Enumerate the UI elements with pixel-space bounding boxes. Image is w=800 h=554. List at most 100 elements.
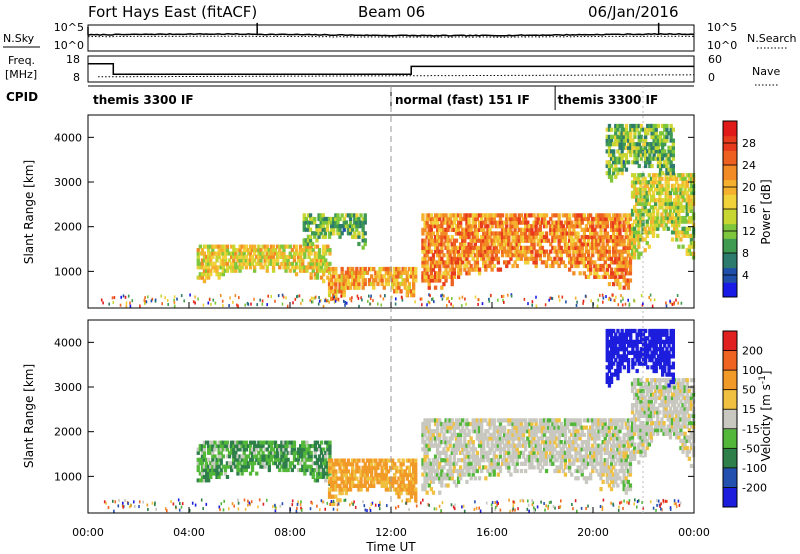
- range-gate-cell: [519, 245, 524, 250]
- range-gate-cell: [549, 256, 553, 261]
- range-gate-cell: [669, 160, 673, 165]
- range-gate-cell: [635, 208, 639, 213]
- range-gate-cell: [492, 220, 496, 225]
- range-gate-cell: [397, 266, 401, 272]
- range-gate-cell: [334, 289, 338, 294]
- range-gate-cell: [519, 425, 524, 430]
- range-gate-cell: [601, 465, 605, 470]
- range-gate-cell: [440, 238, 444, 243]
- range-gate-cell: [576, 224, 580, 229]
- near-range-speck: [154, 298, 157, 302]
- range-gate-cell: [342, 285, 346, 290]
- range-gate-cell: [593, 465, 597, 470]
- near-range-speck: [167, 303, 169, 306]
- range-gate-cell: [340, 281, 344, 287]
- range-gate-cell: [628, 242, 633, 247]
- range-gate-cell: [427, 249, 431, 254]
- range-gate-cell: [431, 418, 436, 423]
- range-gate-cell: [643, 176, 647, 181]
- range-gate-cell: [431, 476, 436, 481]
- range-gate-cell: [473, 476, 477, 481]
- range-gate-cell: [650, 134, 654, 139]
- range-gate-cell: [538, 231, 542, 236]
- range-gate-cell: [286, 244, 290, 249]
- range-gate-cell: [217, 475, 221, 479]
- range-gate-cell: [393, 281, 397, 287]
- range-gate-cell: [202, 450, 207, 455]
- near-range-speck: [461, 304, 463, 308]
- range-gate-cell: [612, 479, 616, 484]
- range-gate-cell: [253, 461, 257, 466]
- range-gate-cell: [538, 454, 542, 459]
- range-gate-cell: [480, 432, 484, 437]
- range-gate-cell: [561, 425, 565, 430]
- range-gate-cell: [658, 156, 663, 161]
- range-gate-cell: [574, 458, 578, 463]
- range-gate-cell: [196, 478, 200, 483]
- range-gate-cell: [614, 443, 618, 448]
- range-gate-cell: [511, 235, 515, 240]
- range-gate-cell: [643, 230, 647, 235]
- range-gate-cell: [589, 418, 593, 423]
- range-gate-cell: [505, 418, 509, 423]
- range-gate-cell: [431, 458, 436, 463]
- range-gate-cell: [227, 265, 232, 270]
- range-gate-cell: [338, 462, 342, 467]
- range-gate-cell: [494, 245, 498, 250]
- range-gate-cell: [538, 224, 542, 229]
- range-gate-cell: [618, 256, 622, 261]
- range-gate-cell: [685, 198, 689, 203]
- range-gate-cell: [498, 242, 503, 247]
- range-gate-cell: [528, 458, 532, 463]
- range-gate-cell: [382, 274, 386, 279]
- range-gate-cell: [280, 454, 284, 459]
- range-gate-cell: [454, 216, 459, 222]
- range-gate-cell: [325, 227, 330, 232]
- range-gate-cell: [662, 219, 666, 224]
- range-gate-cell: [538, 253, 542, 258]
- range-gate-cell: [367, 281, 372, 287]
- range-gate-cell: [646, 123, 650, 129]
- range-gate-cell: [677, 244, 681, 249]
- range-gate-cell: [473, 227, 477, 232]
- range-gate-cell: [568, 465, 572, 470]
- range-gate-cell: [361, 227, 365, 232]
- range-gate-cell: [198, 275, 202, 280]
- range-gate-cell: [651, 190, 656, 196]
- range-gate-cell: [633, 145, 637, 150]
- near-range-speck: [406, 293, 408, 297]
- range-gate-cell: [477, 245, 482, 250]
- range-gate-cell: [338, 216, 342, 222]
- range-gate-cell: [665, 138, 669, 143]
- range-gate-cell: [367, 462, 372, 467]
- range-gate-cell: [633, 255, 637, 260]
- range-gate-cell: [624, 447, 628, 452]
- range-gate-cell: [626, 447, 630, 452]
- range-gate-cell: [540, 432, 545, 437]
- range-gate-cell: [656, 123, 661, 129]
- range-gate-cell: [286, 254, 290, 259]
- range-gate-cell: [526, 454, 530, 459]
- range-gate-cell: [582, 461, 586, 466]
- range-gate-cell: [223, 261, 228, 266]
- range-gate-cell: [626, 271, 630, 276]
- range-gate-cell: [595, 432, 599, 437]
- range-gate-cell: [456, 440, 461, 445]
- range-gate-cell: [431, 253, 436, 258]
- range-gate-cell: [622, 267, 626, 272]
- range-gate-cell: [570, 472, 574, 477]
- range-gate-cell: [492, 231, 496, 236]
- range-gate-cell: [576, 220, 580, 225]
- range-gate-cell: [530, 227, 534, 232]
- range-gate-cell: [223, 244, 228, 249]
- range-gate-cell: [327, 289, 332, 294]
- range-gate-cell: [370, 469, 374, 474]
- range-gate-cell: [425, 224, 429, 229]
- range-gate-cell: [618, 425, 622, 430]
- range-gate-cell: [242, 251, 246, 256]
- range-gate-cell: [427, 458, 431, 463]
- range-gate-cell: [673, 198, 677, 203]
- range-gate-cell: [196, 457, 200, 462]
- range-gate-cell: [221, 251, 225, 256]
- range-gate-cell: [374, 274, 378, 279]
